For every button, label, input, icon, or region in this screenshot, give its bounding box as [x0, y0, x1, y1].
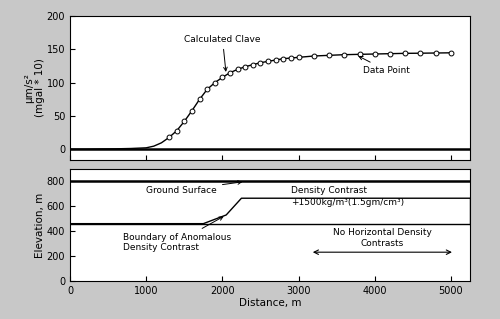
Text: Density Contrast
+1500kg/m³(1.5gm/cm³): Density Contrast +1500kg/m³(1.5gm/cm³)	[291, 186, 404, 206]
Text: Ground Surface: Ground Surface	[146, 181, 242, 195]
Y-axis label: μm/s²
(mgal * 10): μm/s² (mgal * 10)	[24, 58, 45, 117]
Text: Boundary of Anomalous
Density Contrast: Boundary of Anomalous Density Contrast	[124, 217, 232, 252]
Y-axis label: Elevation, m: Elevation, m	[35, 192, 45, 257]
Text: Calculated Clave: Calculated Clave	[184, 35, 261, 71]
Text: Data Point: Data Point	[359, 56, 410, 75]
Text: No Horizontal Density
Contrasts: No Horizontal Density Contrasts	[333, 228, 432, 248]
X-axis label: Distance, m: Distance, m	[239, 298, 301, 308]
